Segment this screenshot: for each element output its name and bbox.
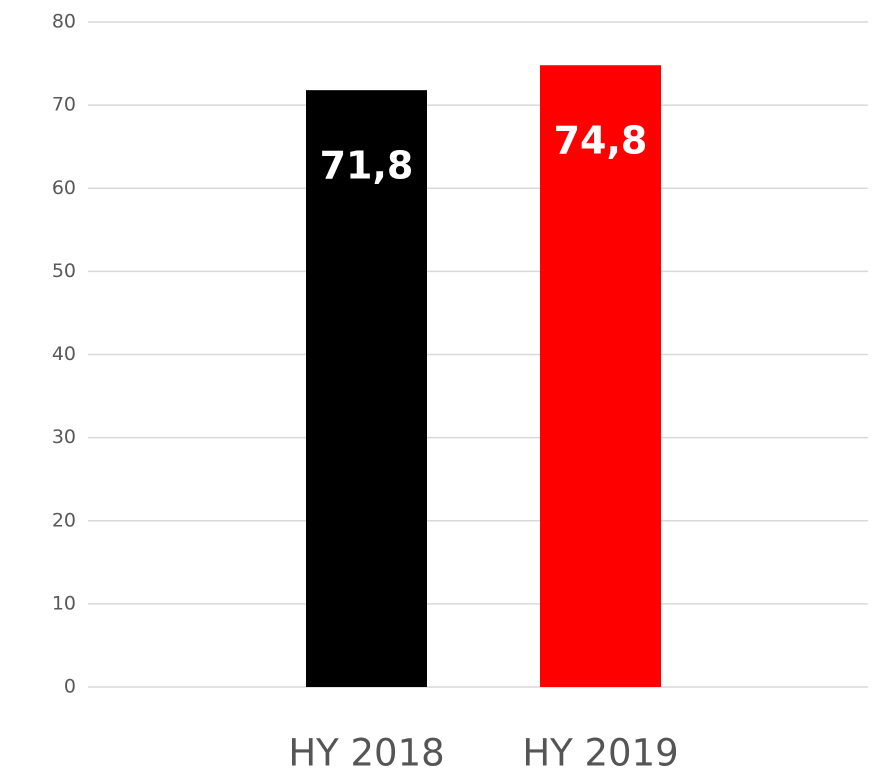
y-tick-label: 0	[64, 676, 76, 698]
y-tick-label: 40	[52, 343, 76, 365]
y-tick-label: 80	[52, 11, 76, 33]
y-tick-label: 10	[52, 592, 76, 614]
y-tick-label: 20	[52, 509, 76, 531]
y-tick-label: 30	[52, 426, 76, 448]
y-tick-label: 50	[52, 260, 76, 282]
y-tick-label: 60	[52, 177, 76, 199]
bar	[540, 65, 661, 688]
data-label: 74,8	[554, 119, 648, 163]
bar	[306, 90, 427, 688]
x-tick-label: HY 2019	[522, 732, 678, 775]
y-tick-label: 70	[52, 94, 76, 116]
data-label: 71,8	[320, 144, 414, 188]
x-tick-label: HY 2018	[288, 732, 444, 775]
